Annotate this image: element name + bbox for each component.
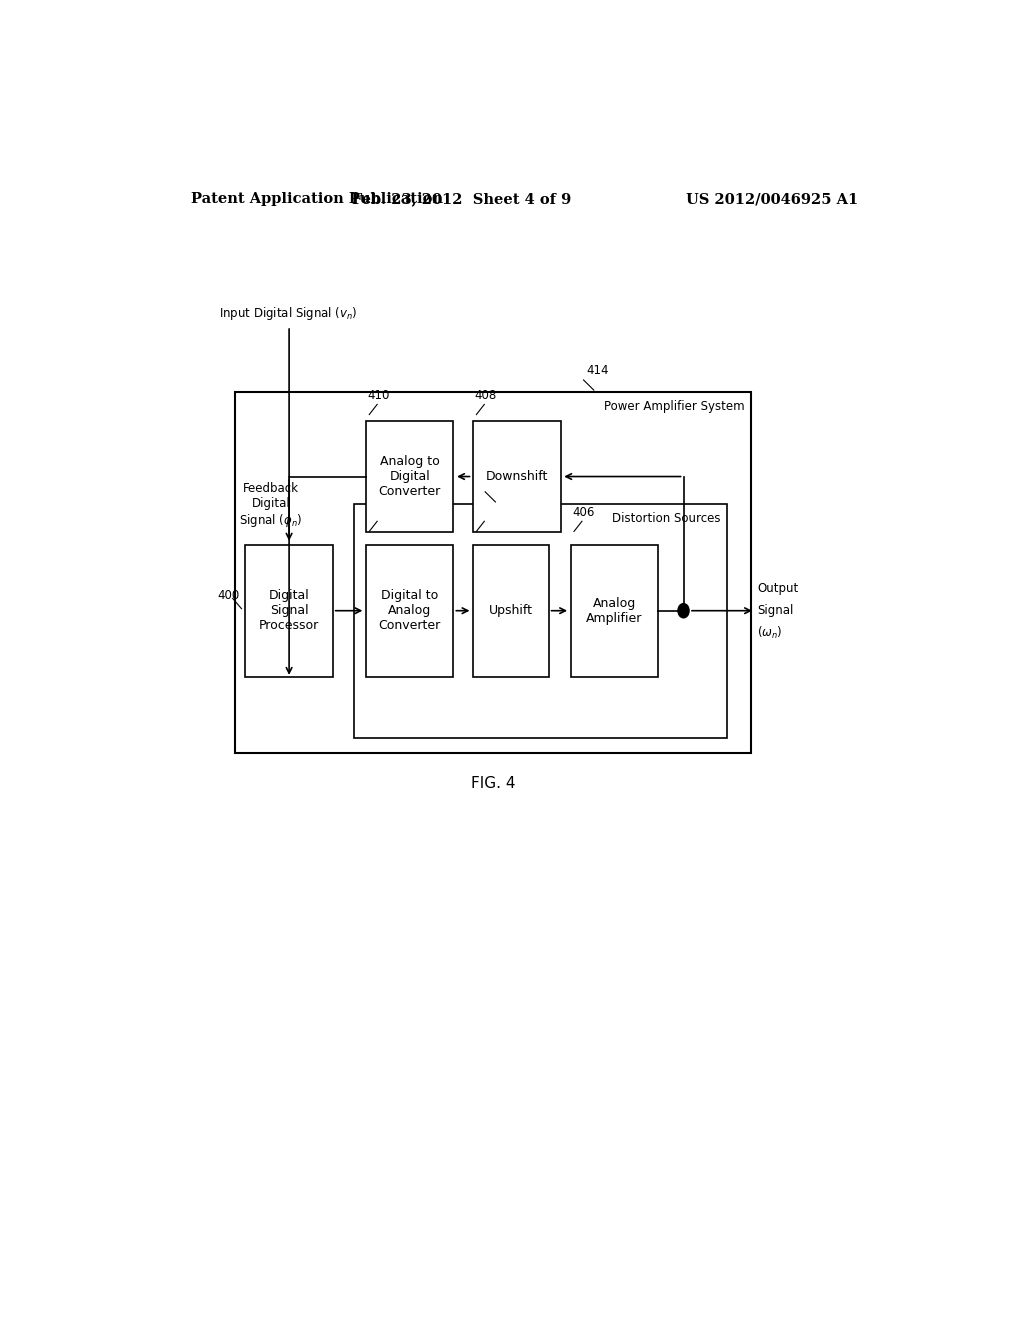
Bar <box>473 421 560 532</box>
Text: Input Digital Signal ($v_n$): Input Digital Signal ($v_n$) <box>219 305 357 322</box>
Bar <box>246 545 333 677</box>
Bar <box>473 545 549 677</box>
Bar <box>367 421 454 532</box>
Text: 412: 412 <box>487 475 510 488</box>
Text: Analog to
Digital
Converter: Analog to Digital Converter <box>379 455 441 498</box>
Text: Analog
Amplifier: Analog Amplifier <box>587 597 643 624</box>
Text: 404: 404 <box>475 507 498 519</box>
Text: 410: 410 <box>368 389 390 403</box>
Bar <box>367 545 454 677</box>
Text: Downshift: Downshift <box>485 470 548 483</box>
Text: Digital to
Analog
Converter: Digital to Analog Converter <box>379 589 441 632</box>
Text: Feedback
Digital
Signal ($\phi_n$): Feedback Digital Signal ($\phi_n$) <box>240 482 302 529</box>
Text: Upshift: Upshift <box>488 605 532 618</box>
Circle shape <box>678 603 689 618</box>
Text: Output: Output <box>758 582 799 595</box>
Text: Distortion Sources: Distortion Sources <box>612 512 721 525</box>
Text: ($\omega_n$): ($\omega_n$) <box>758 624 783 642</box>
Text: FIG. 4: FIG. 4 <box>471 776 515 791</box>
Text: 402: 402 <box>368 507 390 519</box>
Text: 414: 414 <box>586 364 608 378</box>
Bar <box>354 504 727 738</box>
Text: US 2012/0046925 A1: US 2012/0046925 A1 <box>686 191 858 206</box>
Bar <box>236 392 751 752</box>
Text: Feb. 23, 2012  Sheet 4 of 9: Feb. 23, 2012 Sheet 4 of 9 <box>351 191 571 206</box>
Text: 408: 408 <box>475 389 497 403</box>
Text: Signal: Signal <box>758 605 794 618</box>
Bar <box>570 545 658 677</box>
Text: Digital
Signal
Processor: Digital Signal Processor <box>259 589 319 632</box>
Text: Power Amplifier System: Power Amplifier System <box>604 400 744 413</box>
Text: 406: 406 <box>572 507 595 519</box>
Text: 400: 400 <box>218 589 240 602</box>
Text: Patent Application Publication: Patent Application Publication <box>191 191 443 206</box>
